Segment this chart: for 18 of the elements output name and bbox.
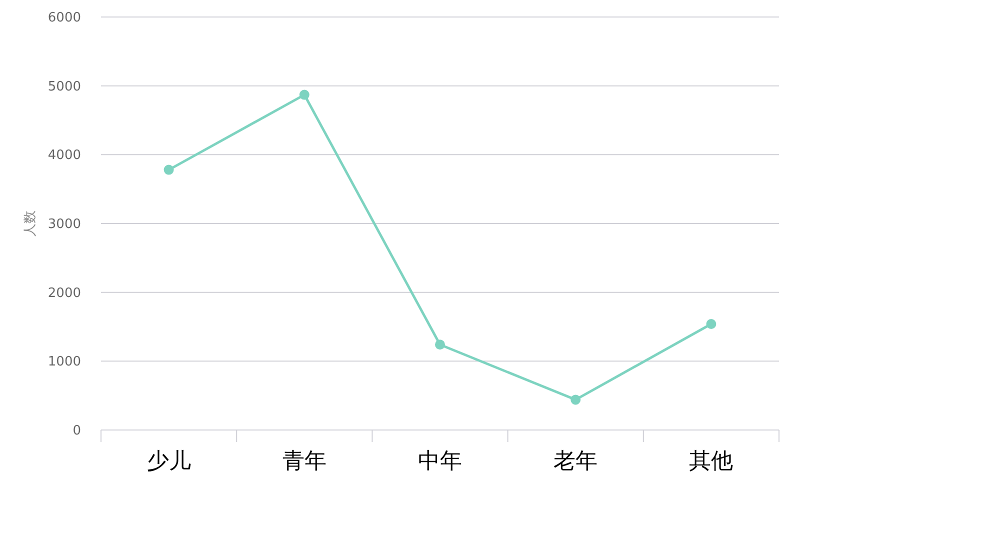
x-tick-label: 老年 xyxy=(554,449,598,474)
y-tick-label: 4000 xyxy=(48,148,81,164)
point xyxy=(570,394,581,405)
point xyxy=(299,90,310,100)
x-tick-label: 青年 xyxy=(282,449,326,474)
y-tick-label: 2000 xyxy=(48,286,81,301)
y-tick-label: 6000 xyxy=(48,10,81,26)
x-tick-label: 中年 xyxy=(418,449,462,474)
point xyxy=(164,164,174,175)
point xyxy=(435,340,445,350)
x-tick-label: 少儿 xyxy=(146,449,191,474)
y-tick-label: 1000 xyxy=(48,354,81,370)
y-tick-label: 0 xyxy=(72,424,81,439)
y-tick-label: 5000 xyxy=(48,79,81,94)
y-tick-label: 3000 xyxy=(48,217,81,232)
y-axis-title: 人数 xyxy=(23,210,38,236)
x-tick-label: 其他 xyxy=(689,449,734,474)
point xyxy=(706,318,716,329)
